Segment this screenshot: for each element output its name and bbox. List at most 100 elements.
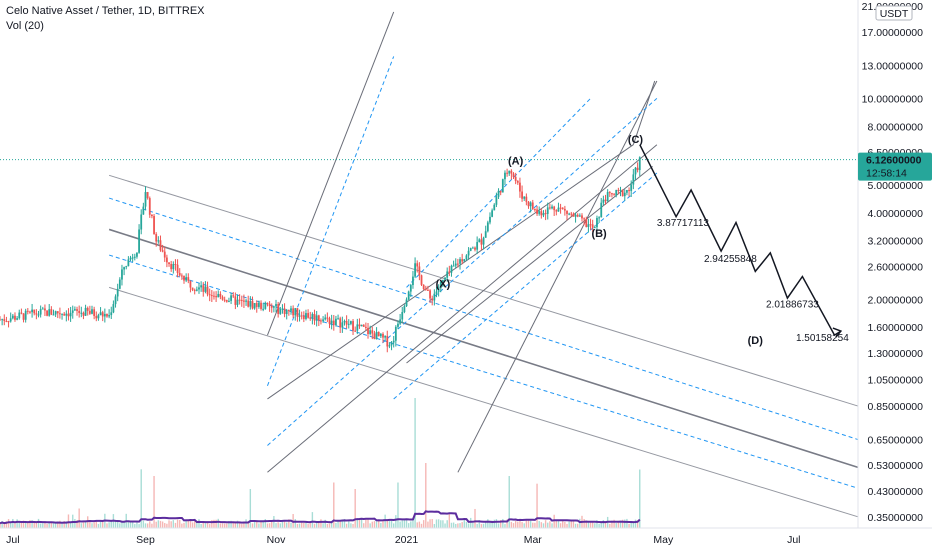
volume-bar	[87, 516, 89, 528]
volume-bar	[288, 519, 290, 528]
candle-body	[277, 304, 280, 314]
candle-body	[3, 319, 6, 322]
volume-bar	[320, 519, 322, 528]
wave-label: (X)	[436, 278, 451, 290]
candle-body	[65, 313, 68, 316]
candle-body	[356, 324, 359, 331]
candle-body	[382, 333, 384, 338]
volume-bar	[512, 523, 515, 528]
candle-body	[185, 277, 188, 281]
volume-bar	[594, 523, 596, 528]
candle-body	[91, 309, 93, 314]
volume-bar	[544, 520, 547, 528]
volume-bar	[138, 524, 140, 528]
candle-body	[489, 216, 491, 223]
candle-body	[446, 271, 449, 278]
candle-body	[260, 302, 262, 309]
volume-bar	[547, 522, 549, 528]
candle-body	[497, 190, 500, 197]
candle-body	[247, 300, 250, 307]
volume-bar	[136, 521, 138, 528]
volume-bar	[208, 524, 211, 528]
time-axis-panel	[0, 528, 932, 550]
candle-body	[232, 295, 235, 297]
candle-body	[397, 323, 399, 327]
candle-body	[264, 302, 267, 309]
candle-body	[561, 207, 564, 209]
volume-bar	[422, 520, 425, 528]
candle-body	[129, 257, 132, 260]
volume-bar	[164, 523, 166, 528]
candle-body	[373, 333, 376, 340]
volume-bar	[395, 515, 397, 528]
volume-bar	[549, 521, 551, 528]
candle-body	[326, 317, 329, 319]
candle-body	[14, 315, 16, 320]
volume-bar	[59, 520, 61, 528]
volume-bar	[206, 522, 209, 528]
volume-bar	[271, 520, 273, 528]
price-tick-label: 1.30000000	[868, 348, 924, 360]
candle-body	[471, 247, 474, 249]
candle-body	[52, 314, 55, 316]
candle-body	[559, 207, 562, 209]
candle-body	[217, 293, 220, 298]
candle-body	[136, 252, 138, 257]
price-tick-label: 3.20000000	[868, 236, 924, 248]
candle-body	[144, 192, 147, 207]
ascending-fork-line	[267, 144, 658, 473]
volume-bar	[211, 520, 213, 528]
volume-bar	[499, 519, 502, 528]
volume-indicator-label[interactable]: Vol (20)	[6, 20, 44, 32]
volume-bar	[570, 521, 572, 528]
symbol-title[interactable]: Celo Native Asset / Tether, 1D, BITTREX	[6, 5, 205, 17]
candle-body	[484, 231, 487, 238]
volume-bar	[341, 519, 344, 528]
last-price-tag	[858, 152, 932, 181]
candle-body	[591, 224, 594, 228]
volume-bar	[579, 518, 581, 528]
volume-bar	[333, 482, 335, 528]
candle-body	[578, 215, 581, 217]
volume-bar	[465, 521, 468, 528]
candle-body	[510, 170, 513, 174]
volume-bar	[572, 520, 575, 528]
candle-body	[332, 320, 335, 326]
volume-bar	[84, 522, 87, 528]
candle-body	[566, 210, 568, 214]
volume-bar	[108, 522, 110, 528]
candle-body	[103, 313, 106, 317]
volume-bar	[191, 522, 194, 528]
volume-bar	[416, 522, 418, 528]
candle-body	[249, 301, 252, 307]
candle-body	[84, 307, 87, 316]
candle-body	[347, 323, 350, 325]
candle-body	[123, 267, 125, 270]
candle-body	[82, 312, 85, 316]
volume-bar	[213, 519, 215, 528]
ascending-fork-dashed-line	[267, 98, 658, 446]
volume-bar	[7, 519, 10, 528]
candle-body	[33, 309, 36, 314]
candle-body	[437, 288, 440, 292]
volume-bar	[502, 518, 504, 528]
candle-body	[529, 202, 532, 207]
volume-bar	[219, 523, 222, 528]
volume-bar	[183, 522, 185, 528]
candle-body	[61, 313, 63, 315]
candle-body	[153, 216, 155, 235]
candle-body	[151, 214, 153, 217]
descending-fork-median	[108, 228, 859, 469]
candle-body	[281, 308, 284, 310]
volume-bar	[129, 521, 132, 528]
volume-bar	[587, 521, 590, 528]
volume-bar	[345, 523, 348, 528]
time-tick-label: Mar	[524, 534, 543, 546]
candle-body	[311, 314, 314, 319]
volume-bar	[529, 520, 532, 528]
candle-body	[210, 295, 213, 297]
volume-bar	[636, 520, 639, 528]
volume-bar	[249, 489, 252, 528]
